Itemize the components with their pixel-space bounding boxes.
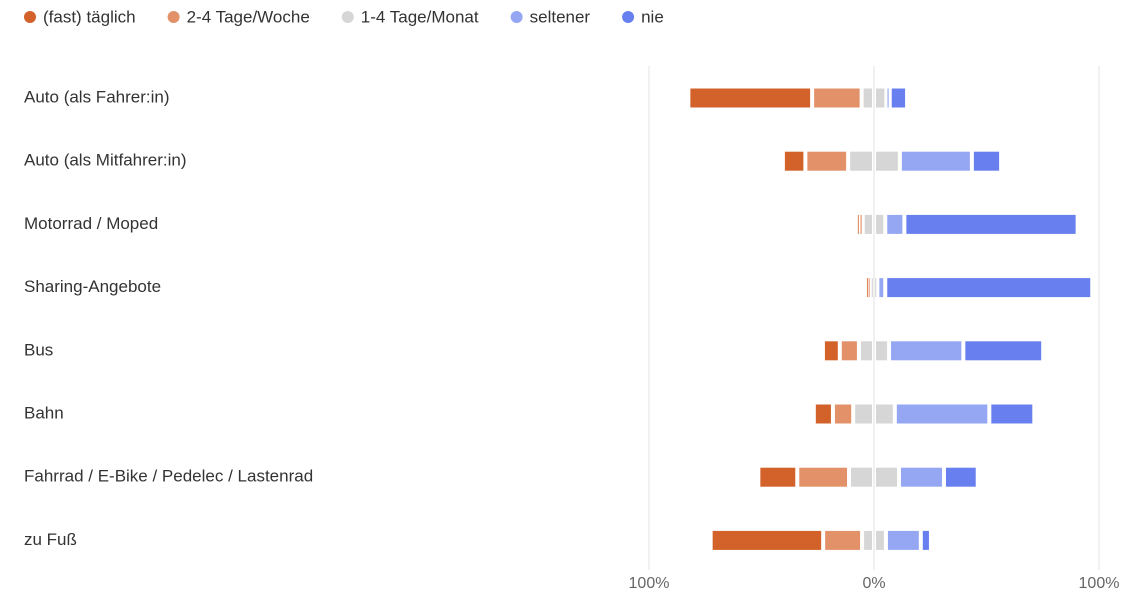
- bar-segment: [896, 404, 988, 424]
- bar-segment: [875, 278, 877, 298]
- legend-label: nie: [641, 7, 664, 26]
- bar-segment: [887, 88, 889, 108]
- bar-segment: [906, 214, 1076, 234]
- bar-segment: [879, 278, 884, 298]
- bar-segment: [901, 151, 970, 171]
- bar-segment: [876, 341, 888, 361]
- category-label: Fahrrad / E-Bike / Pedelec / Lastenrad: [24, 467, 313, 486]
- bar-segment: [860, 214, 862, 234]
- bar-segment: [887, 278, 1091, 298]
- bar-segment: [876, 151, 898, 171]
- bar-segment: [851, 467, 872, 487]
- bar-segment: [876, 214, 884, 234]
- bar-segment: [841, 341, 857, 361]
- bar-segment: [814, 88, 860, 108]
- bar-segment: [863, 88, 872, 108]
- bar-segment: [891, 341, 962, 361]
- bar-segment: [690, 88, 811, 108]
- bar-segment: [807, 151, 847, 171]
- bar-segment: [834, 404, 852, 424]
- legend-label: seltener: [530, 7, 591, 26]
- x-tick-label: 100%: [629, 575, 670, 592]
- bar-segment: [868, 278, 870, 298]
- bar-segment: [784, 151, 804, 171]
- bar-segment: [799, 467, 848, 487]
- bar-segment: [824, 341, 838, 361]
- bar-segment: [876, 530, 884, 550]
- legend-marker: [622, 11, 635, 23]
- x-tick-label: 0%: [862, 575, 885, 592]
- bar-segment: [922, 530, 929, 550]
- bar-segment: [891, 88, 906, 108]
- category-label: Auto (als Mitfahrer:in): [24, 151, 187, 170]
- bar-segment: [991, 404, 1033, 424]
- legend-marker: [341, 11, 354, 23]
- legend-label: (fast) täglich: [43, 7, 136, 26]
- bar-segment: [973, 151, 1000, 171]
- bar-segment: [815, 404, 831, 424]
- bar-segment: [945, 467, 976, 487]
- legend-marker: [24, 11, 36, 23]
- bar-segment: [876, 404, 893, 424]
- legend-marker: [167, 11, 180, 23]
- bar-segment: [860, 341, 872, 361]
- category-label: Bus: [24, 340, 53, 359]
- bar-segment: [876, 467, 897, 487]
- bar-segment: [825, 530, 861, 550]
- bar-segment: [965, 341, 1042, 361]
- bar-segment: [712, 530, 822, 550]
- bar-segment: [887, 214, 903, 234]
- category-label: zu Fuß: [24, 530, 77, 549]
- category-label: Bahn: [24, 403, 64, 422]
- category-label: Auto (als Fahrer:in): [24, 87, 170, 106]
- category-label: Sharing-Angebote: [24, 277, 161, 296]
- bar-segment: [760, 467, 796, 487]
- bar-segment: [850, 151, 872, 171]
- legend-label: 1-4 Tage/Monat: [361, 7, 479, 26]
- bar-segment: [887, 530, 919, 550]
- bar-segment: [866, 278, 868, 298]
- bar-segment: [855, 404, 872, 424]
- category-label: Motorrad / Moped: [24, 214, 158, 233]
- bar-segment: [900, 467, 942, 487]
- bar-segment: [864, 530, 872, 550]
- bar-segment: [876, 88, 885, 108]
- legend-label: 2-4 Tage/Woche: [187, 7, 310, 26]
- bar-segment: [857, 214, 859, 234]
- legend-marker: [510, 11, 523, 23]
- x-tick-label: 100%: [1079, 575, 1120, 592]
- bar-segment: [871, 278, 873, 298]
- bar-segment: [864, 214, 872, 234]
